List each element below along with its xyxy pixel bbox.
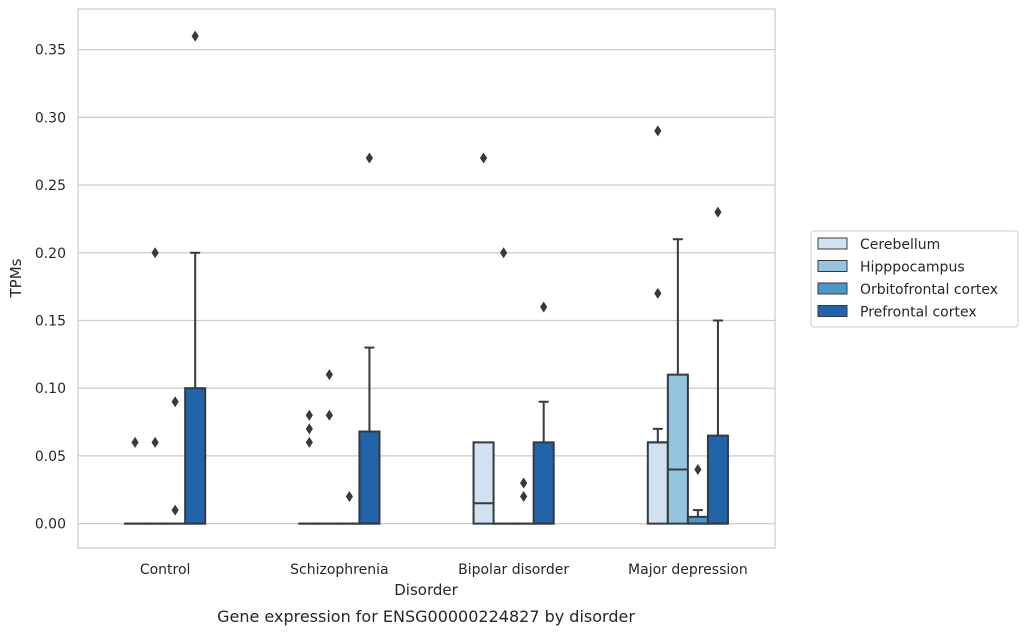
y-tick-label: 0.20 [35, 246, 66, 262]
x-tick-label: Schizophrenia [290, 562, 388, 578]
box-prefrontal-cortex [706, 206, 729, 525]
box-prefrontal-cortex [532, 301, 555, 525]
outlier-point [191, 30, 199, 42]
outlier-point [171, 396, 179, 408]
plot-frame [77, 8, 776, 549]
box-body [706, 434, 729, 525]
x-tick-label: Bipolar disorder [458, 562, 569, 578]
y-tick-label: 0.05 [35, 449, 66, 465]
y-tick-label: 0.00 [35, 517, 66, 533]
box-body [472, 441, 495, 525]
box-prefrontal-cortex [184, 30, 207, 525]
box-body [184, 387, 207, 525]
box-body [358, 430, 381, 525]
outlier-point [714, 206, 722, 218]
x-tick-label: Major depression [628, 562, 748, 578]
outlier-point [654, 125, 662, 137]
x-tick-labels: Control Schizophrenia Bipolar disorder Majo… [140, 562, 748, 578]
outlier-point [479, 152, 488, 164]
legend-swatch [817, 260, 848, 272]
legend-label: Prefrontal cortex [860, 305, 977, 321]
outlier-point [694, 463, 702, 475]
y-axis-title: TPMs [7, 258, 25, 298]
y-tick-label: 0.30 [35, 110, 66, 126]
box-prefrontal-cortex [358, 152, 381, 525]
y-tick-label: 0.15 [35, 313, 66, 329]
legend-swatch [817, 282, 848, 295]
legend-swatch [817, 305, 848, 317]
outlier-point [325, 369, 333, 381]
legend: Cerebellum Hipppocampus Orbitofrontal cort… [810, 230, 1019, 328]
legend-label: Hipppocampus [860, 260, 965, 276]
outlier-point [654, 287, 662, 299]
outlier-point [171, 504, 179, 516]
box-body [532, 441, 555, 525]
legend-frame [810, 230, 1019, 328]
outlier-point [540, 301, 548, 313]
y-tick-labels: 0.00 0.05 0.10 0.15 0.20 0.25 0.30 0.35 [35, 43, 66, 533]
outlier-point [500, 247, 508, 259]
outlier-point [151, 436, 159, 448]
outlier-point [305, 436, 313, 448]
legend-label: Cerebellum [860, 237, 940, 253]
box-body [646, 441, 669, 525]
outlier-point [131, 436, 139, 448]
outlier-point [151, 247, 159, 259]
box-hipppocampus [144, 247, 167, 525]
outlier-point [305, 423, 313, 435]
legend-swatch [817, 237, 848, 250]
y-tick-label: 0.25 [35, 178, 66, 194]
x-axis-title: Disorder [394, 581, 458, 599]
box-body [666, 373, 689, 525]
box-cerebellum [472, 152, 495, 525]
x-tick-label: Control [140, 562, 191, 578]
y-tick-label: 0.10 [35, 381, 66, 397]
outlier-point [345, 491, 353, 503]
outlier-point [325, 409, 333, 421]
box-body [686, 515, 709, 525]
chart-caption: Gene expression for ENSG00000224827 by d… [217, 607, 635, 626]
outlier-point [520, 491, 528, 503]
outlier-point [305, 409, 313, 421]
boxes [124, 30, 729, 525]
box-orbitofrontal-cortex [164, 396, 187, 525]
y-tick-label: 0.35 [35, 43, 66, 59]
box-hipppocampus [666, 238, 689, 525]
legend-label: Orbitofrontal cortex [860, 282, 998, 298]
outlier-point [365, 152, 374, 164]
outlier-point [520, 477, 528, 489]
